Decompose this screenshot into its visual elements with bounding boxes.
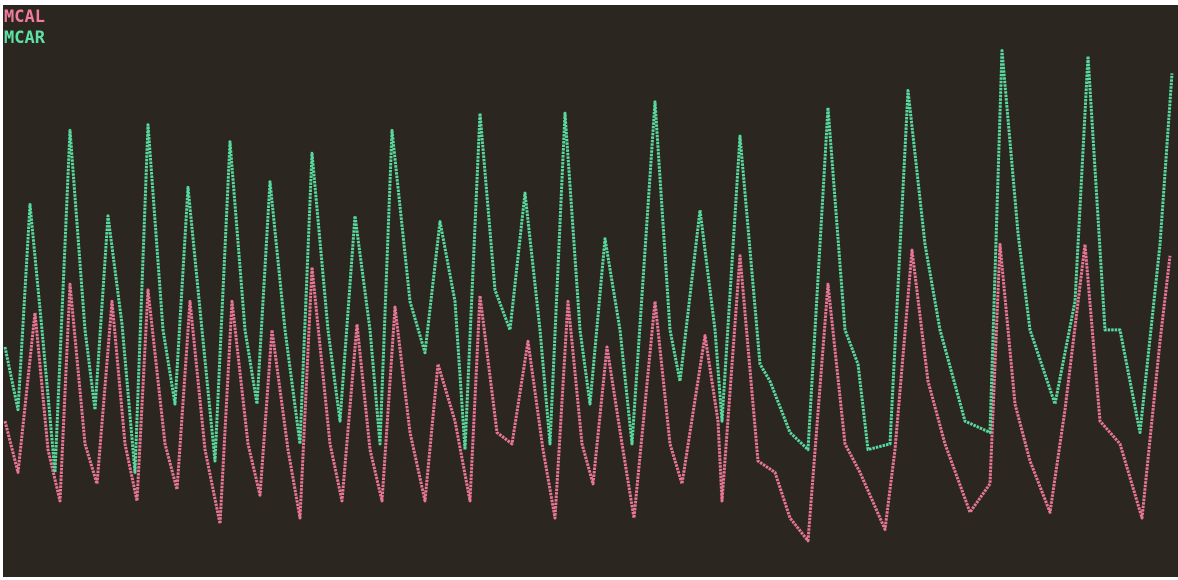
page: MCAL MCAR (() => { const data = JSON.par… [0,0,1178,580]
legend-label: MCAL [4,7,45,27]
chart: MCAL MCAR [0,0,1178,580]
legend-label: MCAR [4,28,46,48]
screen [3,5,1178,577]
